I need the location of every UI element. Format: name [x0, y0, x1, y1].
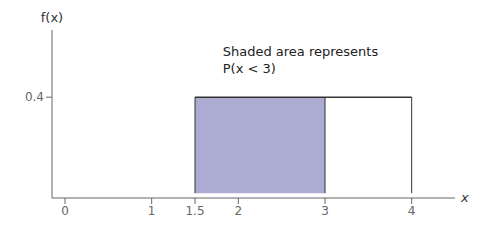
svg-text:0: 0 [61, 204, 69, 218]
svg-text:1: 1 [148, 204, 156, 218]
svg-text:1.5: 1.5 [185, 204, 204, 218]
svg-text:2: 2 [235, 204, 243, 218]
svg-text:0.4: 0.4 [25, 90, 44, 104]
svg-text:3: 3 [321, 204, 329, 218]
svg-text:Shaded area representsP(x < 3): Shaded area representsP(x < 3) [223, 44, 379, 76]
svg-text:4: 4 [408, 204, 416, 218]
svg-text:f(x): f(x) [41, 10, 63, 25]
svg-text:x: x [460, 190, 469, 205]
